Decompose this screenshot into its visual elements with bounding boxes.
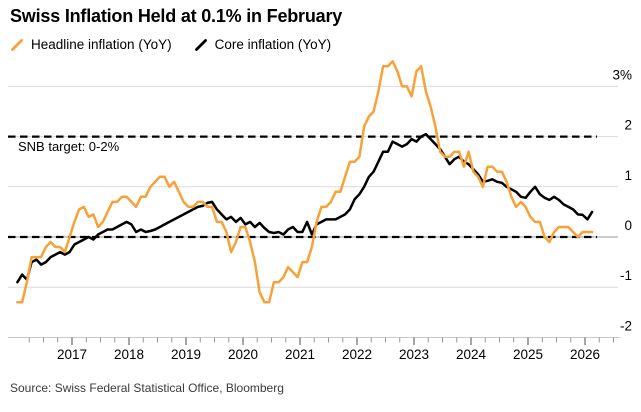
chart-title: Swiss Inflation Held at 0.1% in February <box>10 6 343 26</box>
x-axis-label: 2017 <box>57 347 87 362</box>
legend: Headline inflation (YoY) Core inflation … <box>10 37 331 52</box>
source-note: Source: Swiss Federal Statistical Office… <box>10 381 284 395</box>
core-line-icon <box>194 38 207 51</box>
x-axis-label: 2023 <box>399 347 429 362</box>
y-axis-label: -2 <box>620 318 632 333</box>
y-axis-label: 0 <box>624 218 632 233</box>
headline-line-icon <box>11 38 23 51</box>
x-axis-label: 2024 <box>456 347 487 362</box>
y-axis-label: 3% <box>612 67 632 82</box>
x-axis-label: 2025 <box>513 347 543 362</box>
x-axis-label: 2020 <box>228 347 258 362</box>
x-axis-label: 2022 <box>342 347 372 362</box>
y-axis-label: -1 <box>620 268 632 283</box>
x-axis-label: 2021 <box>285 347 315 362</box>
x-axis-label: 2019 <box>171 347 201 362</box>
legend-item-headline: Headline inflation (YoY) <box>10 37 172 52</box>
legend-label-headline: Headline inflation (YoY) <box>31 37 172 52</box>
y-axis-label: 1 <box>624 168 632 183</box>
legend-item-core: Core inflation (YoY) <box>194 37 332 52</box>
y-axis-label: 2 <box>624 118 632 133</box>
snb-target-annotation: SNB target: 0-2% <box>18 139 120 154</box>
series-line-core <box>16 132 594 284</box>
x-axis-label: 2018 <box>114 347 144 362</box>
x-axis-label: 2026 <box>570 347 600 362</box>
legend-label-core: Core inflation (YoY) <box>214 37 332 52</box>
series-line-headline <box>16 60 594 304</box>
